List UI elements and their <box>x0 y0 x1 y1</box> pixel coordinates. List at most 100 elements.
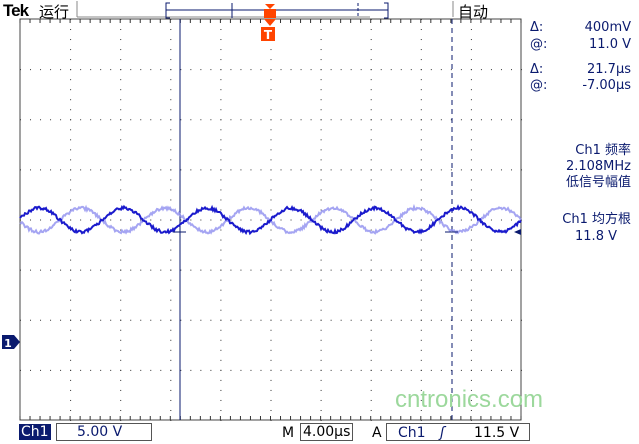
channel-badge[interactable]: Ch1 <box>19 424 51 440</box>
grid-dot <box>471 29 472 30</box>
grid-dot <box>461 270 462 271</box>
grid-dot <box>70 59 71 60</box>
grid-dot <box>421 260 422 261</box>
grid-dot <box>120 99 121 100</box>
v-at-label: @: <box>530 37 547 53</box>
grid-dot <box>70 49 71 50</box>
grid-dot <box>60 320 61 321</box>
grid-dot <box>421 250 422 251</box>
grid-dot <box>471 119 472 120</box>
grid-dot <box>130 220 131 221</box>
grid-dot <box>271 390 272 391</box>
t-at-label: @: <box>530 78 547 94</box>
grid-dot <box>421 330 422 331</box>
grid-dot <box>120 119 121 120</box>
grid-dot <box>220 79 221 80</box>
grid-dot <box>331 370 332 371</box>
grid-dot <box>220 360 221 361</box>
grid-dot <box>451 169 452 170</box>
grid-dot <box>120 220 121 221</box>
grid-dot <box>421 99 422 100</box>
grid-dot <box>431 270 432 271</box>
grid-dot <box>441 169 442 170</box>
grid-dot <box>120 300 121 301</box>
grid-dot <box>321 300 322 301</box>
grid-dot <box>20 220 21 221</box>
grid-dot <box>371 240 372 241</box>
grid-dot <box>260 220 261 221</box>
grid-dot <box>421 290 422 291</box>
grid-dot <box>411 119 412 120</box>
grid-dot <box>120 370 121 371</box>
grid-dot <box>371 199 372 200</box>
grid-dot <box>291 220 292 221</box>
grid-dot <box>381 220 382 221</box>
grid-dot <box>371 99 372 100</box>
grid-dot <box>321 159 322 160</box>
grid-dot <box>421 109 422 110</box>
grid-dot <box>220 169 221 170</box>
grid-dot <box>421 310 422 311</box>
grid-dot <box>250 370 251 371</box>
grid-dot <box>70 89 71 90</box>
grid-dot <box>421 420 422 421</box>
grid-dot <box>70 189 71 190</box>
grid-dot <box>271 350 272 351</box>
grid-dot <box>70 350 71 351</box>
grid-dot <box>160 169 161 170</box>
grid-dot <box>30 169 31 170</box>
grid-dot <box>220 270 221 271</box>
grid-dot <box>271 310 272 311</box>
grid-dot <box>371 350 372 351</box>
grid-dot <box>140 119 141 120</box>
time-per-div[interactable]: 4.00µs <box>300 423 353 441</box>
grid-dot <box>411 270 412 271</box>
grid-dot <box>170 260 171 261</box>
grid-dot <box>50 320 51 321</box>
grid-dot <box>271 370 272 371</box>
grid-dot <box>371 360 372 361</box>
grid-dot <box>301 270 302 271</box>
grid-dot <box>190 370 191 371</box>
grid-dot <box>120 199 121 200</box>
grid-dot <box>371 129 372 130</box>
grid-dot <box>351 119 352 120</box>
delta-t-label: Δ: <box>530 62 543 78</box>
grid-dot <box>421 129 422 130</box>
grid-dot <box>301 69 302 70</box>
grid-dot <box>70 360 71 361</box>
grid-dot <box>70 109 71 110</box>
grid-dot <box>391 169 392 170</box>
grid-dot <box>170 69 171 70</box>
grid-dot <box>50 220 51 221</box>
grid-dot <box>321 99 322 100</box>
grid-dot <box>40 220 41 221</box>
grid-dot <box>230 270 231 271</box>
grid-dot <box>110 320 111 321</box>
grid-dot <box>441 270 442 271</box>
grid-dot <box>120 400 121 401</box>
grid-dot <box>351 69 352 70</box>
grid-dot <box>80 370 81 371</box>
grid-dot <box>471 59 472 60</box>
grid-dot <box>521 119 522 120</box>
grid-dot <box>471 320 472 321</box>
grid-dot <box>30 119 31 120</box>
grid-dot <box>371 89 372 90</box>
grid-dot <box>321 390 322 391</box>
volts-per-div[interactable]: 5.00 V <box>56 423 152 441</box>
grid-dot <box>491 220 492 221</box>
grid-dot <box>271 69 272 70</box>
grid-dot <box>120 149 121 150</box>
grid-dot <box>170 29 171 30</box>
grid-dot <box>130 270 131 271</box>
grid-dot <box>170 139 171 140</box>
grid-dot <box>371 270 372 271</box>
grid-dot <box>120 280 121 281</box>
grid-dot <box>421 270 422 271</box>
grid-dot <box>170 250 171 251</box>
grid-dot <box>421 280 422 281</box>
grid-dot <box>120 49 121 50</box>
record-view-bracket <box>166 3 388 18</box>
grid-dot <box>30 270 31 271</box>
